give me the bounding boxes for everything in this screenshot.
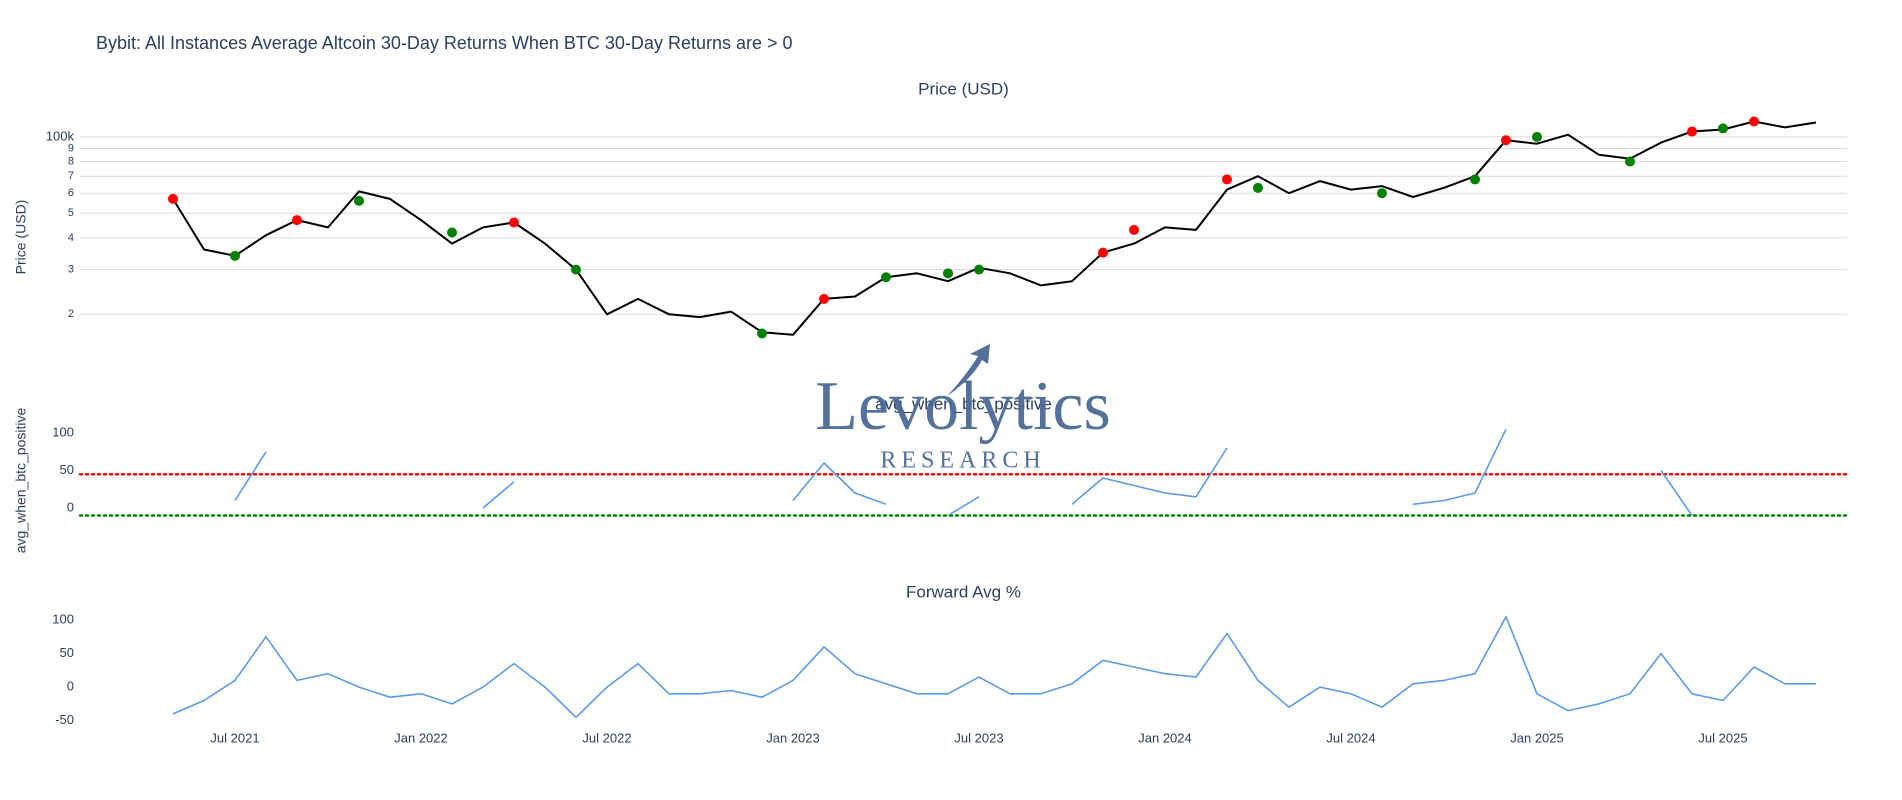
y-tick-label: -50 — [55, 712, 74, 727]
subplot-title: avg_when_btc_positive — [875, 394, 1052, 413]
signal-marker — [943, 268, 953, 279]
x-tick-label: Jul 2025 — [1698, 730, 1747, 745]
watermark: Levolytics RESEARCH — [815, 344, 1111, 474]
y-tick-label: 6 — [68, 187, 74, 199]
x-tick-label: Jul 2023 — [954, 730, 1003, 745]
signal-marker — [168, 193, 178, 204]
signal-marker — [1625, 156, 1635, 167]
signal-marker — [1501, 135, 1511, 146]
y-tick-label: 100 — [52, 424, 74, 439]
signal-marker — [1470, 174, 1480, 185]
y-tick-label: 0 — [67, 499, 74, 514]
series-line — [172, 615, 1816, 719]
subplot-title: Price (USD) — [918, 79, 1009, 98]
x-tick-label: Jul 2022 — [582, 730, 631, 745]
signal-marker — [1718, 123, 1728, 134]
signal-marker — [1098, 247, 1108, 258]
signal-marker — [354, 195, 364, 206]
signal-marker — [974, 264, 984, 275]
x-tick-label: Jan 2023 — [766, 730, 820, 745]
y-tick-label: 5 — [68, 207, 74, 219]
y-tick-label: 8 — [68, 155, 74, 167]
signal-marker — [1749, 116, 1759, 127]
series-line — [172, 120, 1817, 336]
y-tick-label: 0 — [67, 679, 74, 694]
x-tick-label: Jan 2025 — [1510, 730, 1564, 745]
y-tick-label: 100 — [52, 611, 74, 626]
signal-marker — [571, 264, 581, 275]
y-tick-label: 9 — [68, 142, 74, 154]
subplot-title: Forward Avg % — [906, 582, 1021, 601]
signal-marker — [1687, 126, 1697, 137]
signal-marker — [509, 217, 519, 228]
signal-marker — [881, 272, 891, 283]
y-tick-label: 2 — [68, 308, 74, 320]
y-tick-label: 50 — [60, 462, 74, 477]
y-axis-label: avg_when_btc_positive — [13, 408, 29, 554]
y-tick-label: 3 — [68, 264, 74, 276]
signal-marker — [230, 250, 240, 261]
signal-marker — [1129, 224, 1139, 235]
y-tick-label: 50 — [60, 645, 74, 660]
signal-marker — [1222, 174, 1232, 185]
x-tick-label: Jul 2021 — [210, 730, 259, 745]
watermark-tagline: RESEARCH — [880, 448, 1045, 474]
watermark-arrow — [947, 344, 990, 396]
signal-marker — [1253, 182, 1263, 193]
y-tick-label: 100k — [46, 128, 75, 143]
y-tick-label: 7 — [68, 170, 74, 182]
signal-marker — [1377, 188, 1387, 199]
signal-marker — [447, 227, 457, 238]
x-tick-label: Jul 2024 — [1326, 730, 1375, 745]
watermark-name: Levolytics — [815, 368, 1110, 445]
signal-marker — [819, 293, 829, 304]
signal-marker — [292, 215, 302, 226]
chart-title: Bybit: All Instances Average Altcoin 30-… — [96, 33, 793, 53]
y-axis-label: Price (USD) — [13, 200, 29, 275]
x-tick-label: Jan 2024 — [1138, 730, 1192, 745]
y-tick-label: 4 — [68, 232, 74, 244]
signal-marker — [1532, 131, 1542, 142]
signal-marker — [757, 328, 767, 339]
x-tick-label: Jan 2022 — [394, 730, 448, 745]
